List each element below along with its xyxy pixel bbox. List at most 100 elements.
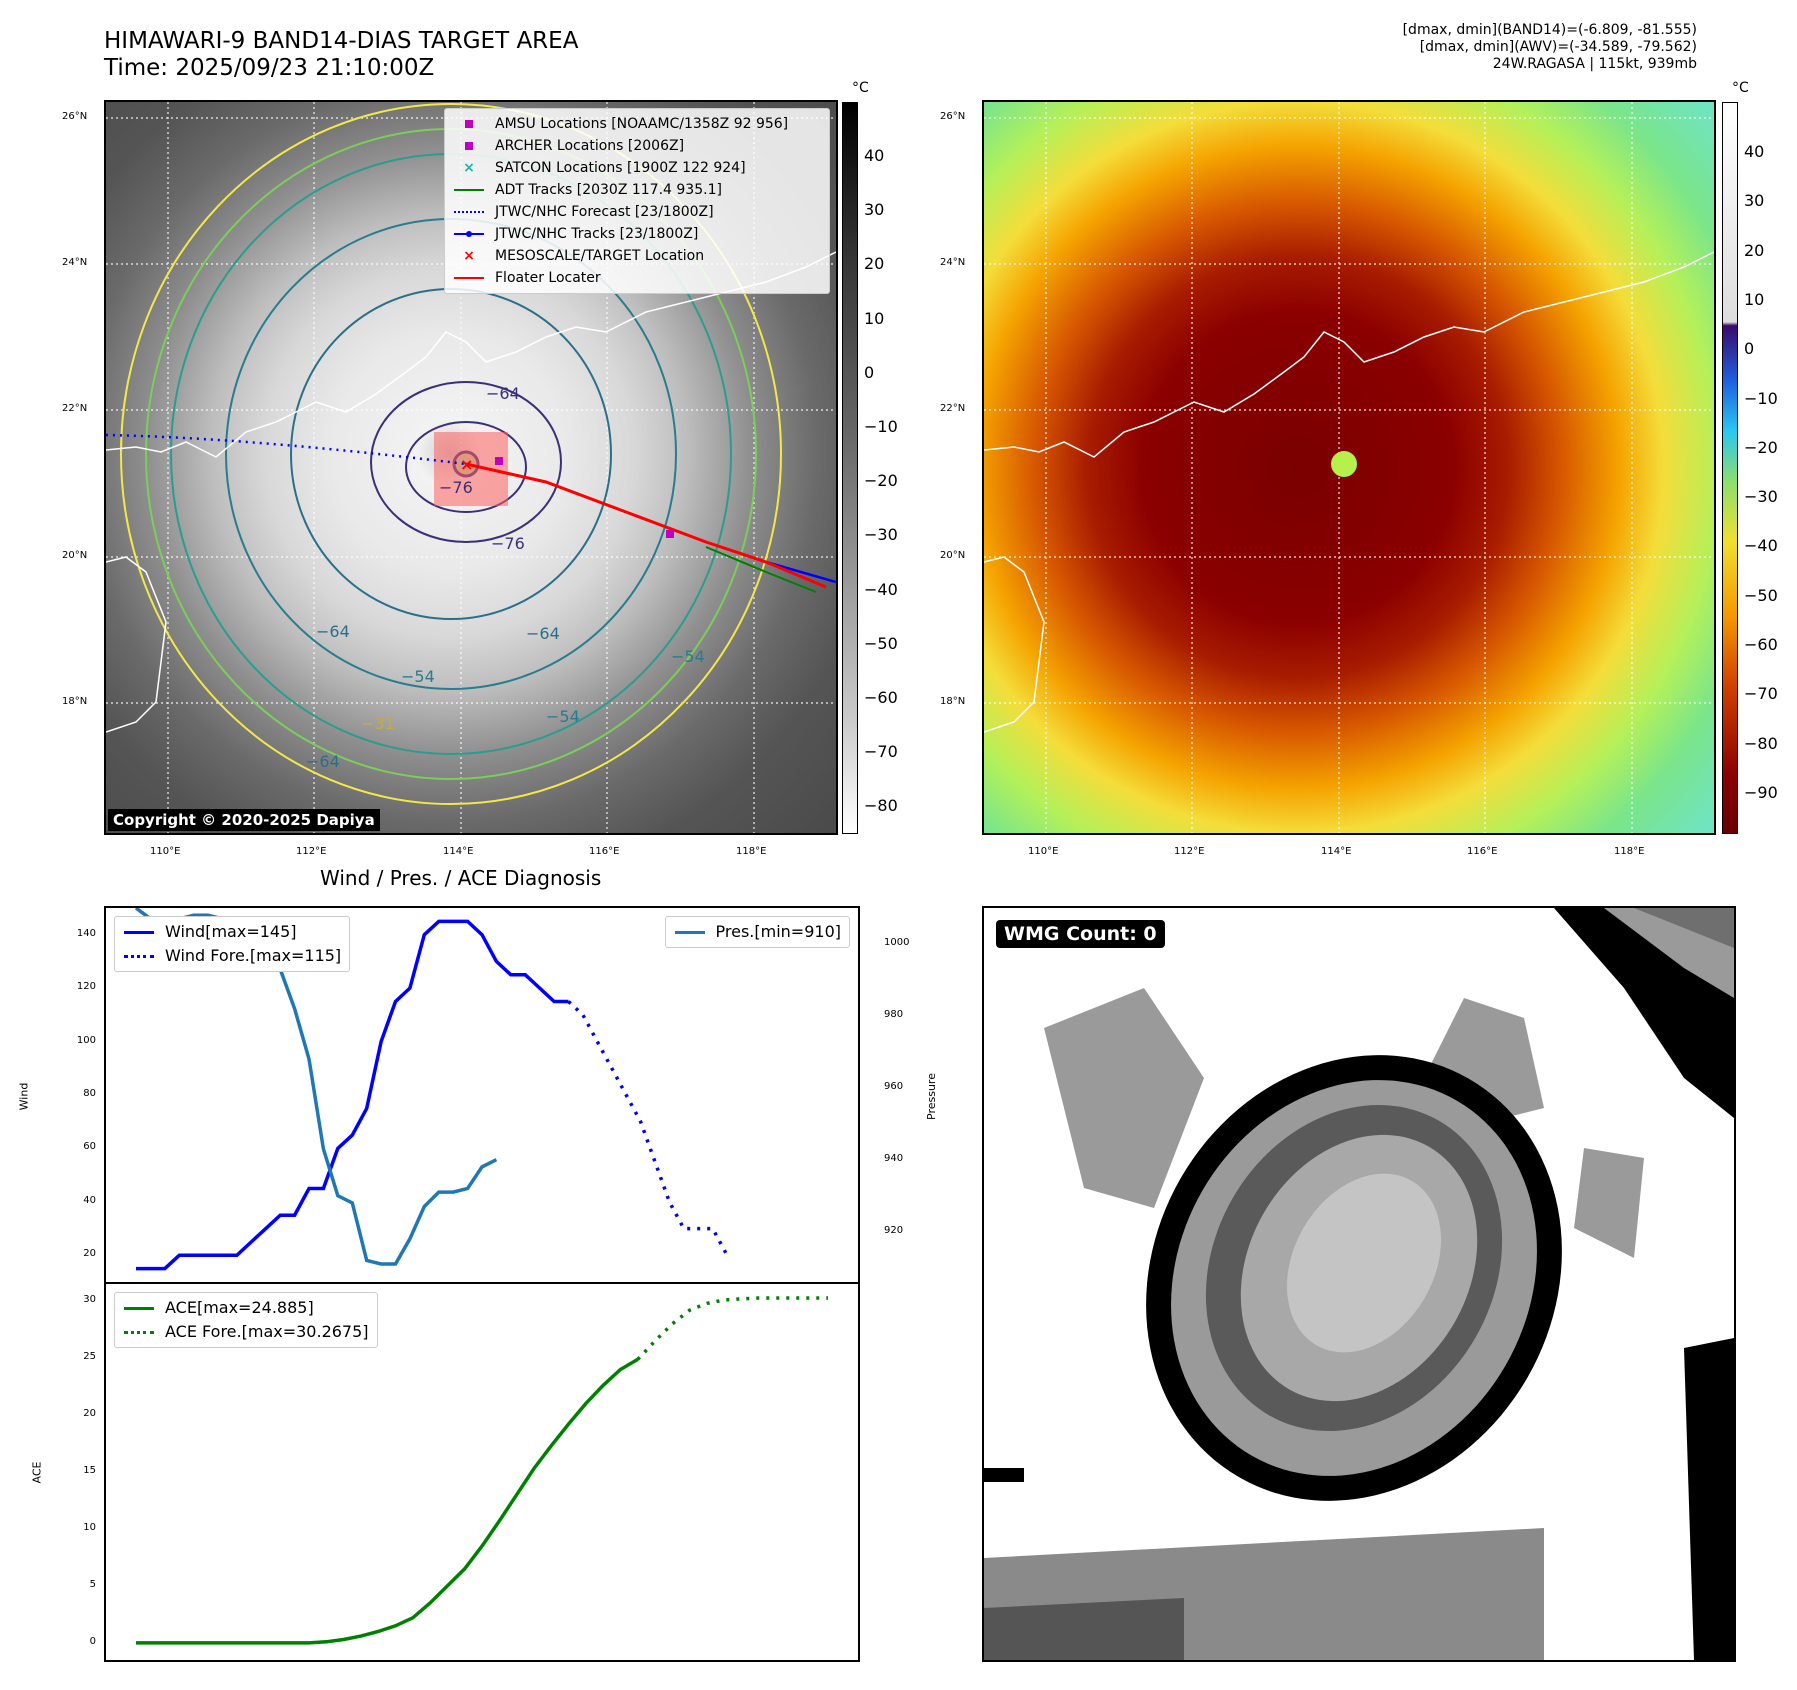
svg-text:×: × — [460, 455, 473, 474]
colorbar-tick-label: 0 — [1744, 339, 1755, 359]
axis-tick-label: 40 — [83, 1194, 96, 1206]
colorbar-tick-label: −50 — [1744, 585, 1778, 605]
axis-tick-label: 10 — [83, 1521, 96, 1533]
wind-pres-plot — [134, 908, 729, 1271]
contour-label: −64 — [526, 624, 560, 643]
axis-tick-label: 80 — [83, 1088, 96, 1099]
axis-tick-label: 120 — [76, 981, 96, 993]
axis-tick-label: 30 — [83, 1294, 96, 1306]
colorbar-tick-label: −40 — [864, 579, 898, 599]
axis-tick-label: 25 — [83, 1351, 96, 1363]
wind-pres-chart: Wind[max=145] Wind Fore.[max=115] Pres.[… — [104, 906, 860, 1284]
colorbar-tick-label: 20 — [864, 254, 885, 274]
line-dot-icon — [453, 227, 485, 241]
map-legend: AMSU Locations [NOAAMC/1358Z 92 956] ARC… — [444, 108, 830, 294]
lat-label: 20°N — [62, 550, 88, 561]
legend-entry: AMSU Locations [NOAAMC/1358Z 92 956] — [453, 113, 821, 135]
series-line — [136, 919, 569, 1271]
lon-label: 118°E — [1614, 846, 1645, 857]
contour-label: −76 — [491, 534, 525, 553]
contour-label: −76 — [439, 478, 473, 497]
lat-label: 24°N — [940, 257, 966, 268]
solid-line-icon — [674, 925, 706, 939]
series-line — [136, 1357, 639, 1645]
colorbar-tick-label: −10 — [1744, 388, 1778, 408]
solid-line-icon — [123, 1301, 155, 1315]
axis-tick-label: 940 — [884, 1152, 904, 1164]
colorbar-tick-label: −20 — [864, 471, 898, 491]
contour-label: −64 — [486, 384, 520, 403]
contour-label: −31 — [361, 714, 395, 733]
axis-tick-label: 60 — [83, 1141, 96, 1153]
contour-label: −54 — [546, 707, 580, 726]
axis-tick-label: 920 — [884, 1224, 904, 1236]
lat-label: 18°N — [940, 696, 966, 707]
colorbar-tick-label: −20 — [1744, 437, 1778, 457]
lon-label: 116°E — [1467, 846, 1498, 857]
title-line-2: Time: 2025/09/23 21:10:00Z — [104, 55, 435, 81]
wmg-count-badge: WMG Count: 0 — [996, 920, 1165, 948]
colorbar-tick-label: 30 — [1744, 191, 1765, 211]
lon-label: 112°E — [296, 846, 327, 857]
series-line — [636, 1296, 828, 1361]
legend-entry: JTWC/NHC Tracks [23/1800Z] — [453, 223, 821, 245]
axis-tick-label: 20 — [83, 1248, 96, 1260]
legend-entry: JTWC/NHC Forecast [23/1800Z] — [453, 201, 821, 223]
legend-entry: Wind[max=145] — [123, 920, 341, 944]
axis-tick-label: 100 — [76, 1034, 96, 1046]
solid-line-icon — [123, 925, 155, 939]
dotted-line-icon — [453, 205, 485, 219]
axis-tick-label: 0 — [89, 1635, 96, 1647]
wind-axis-label: Wind — [17, 1082, 31, 1111]
line-marker-icon — [453, 183, 485, 197]
legend-entry: Floater Locater — [453, 267, 821, 289]
axis-tick-label: 960 — [884, 1080, 904, 1092]
colorbar-tick-label: 0 — [864, 362, 875, 382]
lon-label: 112°E — [1174, 846, 1205, 857]
colorbar-tick-label: −70 — [1744, 684, 1778, 704]
dotted-line-icon — [123, 949, 155, 963]
legend-entry: ACE Fore.[max=30.2675] — [123, 1320, 369, 1344]
series-line — [567, 1000, 729, 1257]
contour-label: −54 — [671, 647, 705, 666]
legend-entry: Pres.[min=910] — [674, 920, 841, 944]
square-marker-icon — [453, 139, 485, 153]
ace-legend: ACE[max=24.885] ACE Fore.[max=30.2675] — [114, 1292, 378, 1348]
colorbar-tick-label: −70 — [864, 742, 898, 762]
colorbar-tick-label: −30 — [1744, 487, 1778, 507]
colorbar-tick-label: 10 — [864, 308, 885, 328]
wind-legend: Wind[max=145] Wind Fore.[max=115] — [114, 916, 351, 972]
series-line — [134, 908, 498, 1266]
colorbar-tick-label: −40 — [1744, 536, 1778, 556]
colorbar-tick-label: −80 — [1744, 733, 1778, 753]
band14-map-panel: × −64 −76 −76 −64 −64 −54 −31 −54 −54 −6… — [104, 100, 838, 835]
ace-chart: ACE[max=24.885] ACE Fore.[max=30.2675] — [104, 1282, 860, 1662]
ace-plot — [136, 1296, 828, 1645]
lat-label: 26°N — [940, 111, 966, 122]
colorbar-tick-label: 20 — [1744, 240, 1765, 260]
contour-label: −64 — [306, 752, 340, 771]
wmg-panel: WMG Count: 0 — [982, 906, 1736, 1662]
colorbar-tick-label: −90 — [1744, 782, 1778, 802]
colorbar-tick-label: 30 — [864, 200, 885, 220]
lon-label: 116°E — [589, 846, 620, 857]
axis-tick-label: 20 — [83, 1408, 96, 1420]
legend-entry: ARCHER Locations [2006Z] — [453, 135, 821, 157]
colorbar-tick-label: 10 — [1744, 289, 1765, 309]
x-marker-icon: × — [463, 248, 475, 264]
x-marker-icon: × — [463, 160, 475, 176]
lat-label: 24°N — [62, 257, 88, 268]
colorbar-unit: °C — [852, 80, 869, 96]
chart-title: HIMAWARI-9 BAND14-DIAS TARGET AREA Time:… — [104, 28, 578, 82]
contour-label: −64 — [316, 622, 350, 641]
colorbar-unit: °C — [1732, 80, 1749, 96]
legend-entry: ADT Tracks [2030Z 117.4 935.1] — [453, 179, 821, 201]
colorbar-tick-label: −80 — [864, 796, 898, 816]
lat-label: 18°N — [62, 696, 88, 707]
lat-label: 22°N — [940, 403, 966, 414]
diagnosis-title: Wind / Pres. / ACE Diagnosis — [320, 866, 602, 890]
legend-entry: × SATCON Locations [1900Z 122 924] — [453, 157, 821, 179]
colorbar-tick-label: 40 — [1744, 142, 1765, 161]
contour-label: −54 — [401, 667, 435, 686]
colorbar-tick-label: −50 — [864, 633, 898, 653]
